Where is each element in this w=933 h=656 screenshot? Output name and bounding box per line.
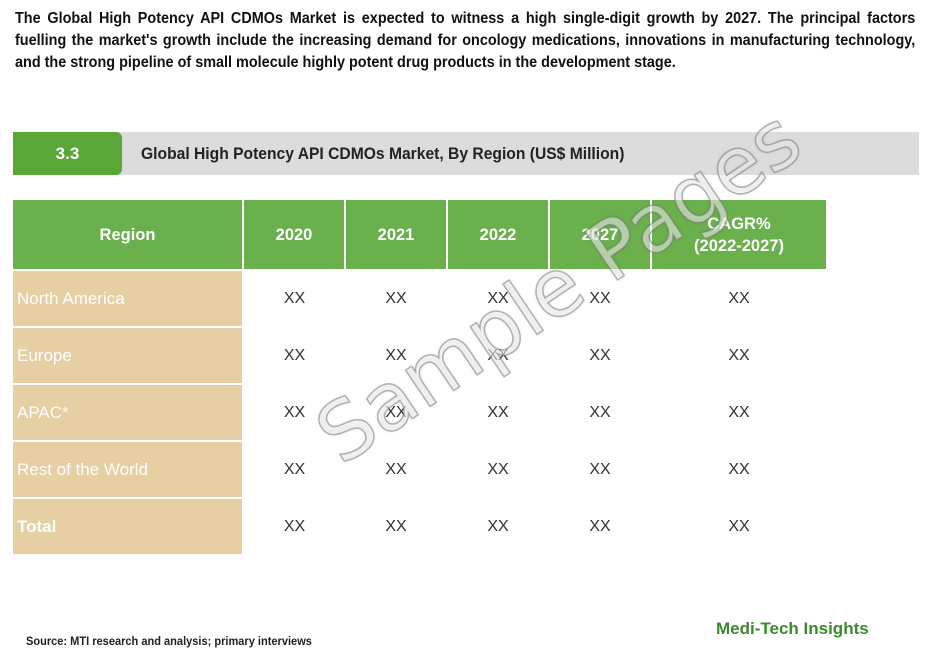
section-number: 3.3: [13, 132, 122, 175]
value-cell: XX: [243, 384, 345, 442]
value-cell: XX: [345, 441, 447, 499]
value-cell: XX: [447, 441, 549, 499]
header-2022: 2022: [447, 200, 550, 271]
region-cell: Europe: [13, 327, 244, 385]
table-row-total: Total XX XX XX XX XX: [13, 498, 827, 556]
value-cell: XX: [549, 384, 651, 442]
header-cagr-label: CAGR%: [707, 214, 771, 233]
table-row: APAC* XX XX XX XX XX: [13, 384, 827, 442]
region-market-table: Region 2020 2021 2022 2027 CAGR% (2022-2…: [13, 200, 828, 556]
section-header-bar: 3.3 Global High Potency API CDMOs Market…: [13, 132, 919, 175]
value-cell: XX: [243, 441, 345, 499]
value-cell: XX: [243, 327, 345, 385]
table-header-row: Region 2020 2021 2022 2027 CAGR% (2022-2…: [13, 200, 828, 271]
value-cell: XX: [651, 441, 827, 499]
value-cell: XX: [447, 327, 549, 385]
region-cell: North America: [13, 270, 244, 328]
table-row: North America XX XX XX XX XX: [13, 270, 827, 328]
value-cell: XX: [651, 498, 827, 556]
header-region: Region: [13, 200, 244, 271]
value-cell: XX: [549, 498, 651, 556]
header-cagr: CAGR% (2022-2027): [651, 200, 828, 271]
value-cell: XX: [549, 441, 651, 499]
value-cell: XX: [345, 498, 447, 556]
value-cell: XX: [447, 270, 549, 328]
value-cell: XX: [651, 384, 827, 442]
value-cell: XX: [447, 498, 549, 556]
region-cell-total: Total: [13, 498, 244, 556]
brand-logo-text: Medi-Tech Insights: [716, 619, 869, 638]
header-2020: 2020: [243, 200, 346, 271]
value-cell: XX: [549, 270, 651, 328]
region-cell: Rest of the World: [13, 441, 244, 499]
header-2021: 2021: [345, 200, 448, 271]
value-cell: XX: [243, 270, 345, 328]
source-note: Source: MTI research and analysis; prima…: [26, 634, 312, 648]
table-row: Rest of the World XX XX XX XX XX: [13, 441, 827, 499]
value-cell: XX: [243, 498, 345, 556]
value-cell: XX: [345, 270, 447, 328]
header-2027: 2027: [549, 200, 652, 271]
value-cell: XX: [447, 384, 549, 442]
section-title: Global High Potency API CDMOs Market, By…: [141, 144, 625, 163]
header-cagr-period: (2022-2027): [694, 236, 784, 255]
value-cell: XX: [651, 327, 827, 385]
table-row: Europe XX XX XX XX XX: [13, 327, 827, 385]
intro-paragraph: The Global High Potency API CDMOs Market…: [15, 10, 916, 71]
value-cell: XX: [651, 270, 827, 328]
region-cell: APAC*: [13, 384, 244, 442]
value-cell: XX: [345, 384, 447, 442]
value-cell: XX: [345, 327, 447, 385]
value-cell: XX: [549, 327, 651, 385]
